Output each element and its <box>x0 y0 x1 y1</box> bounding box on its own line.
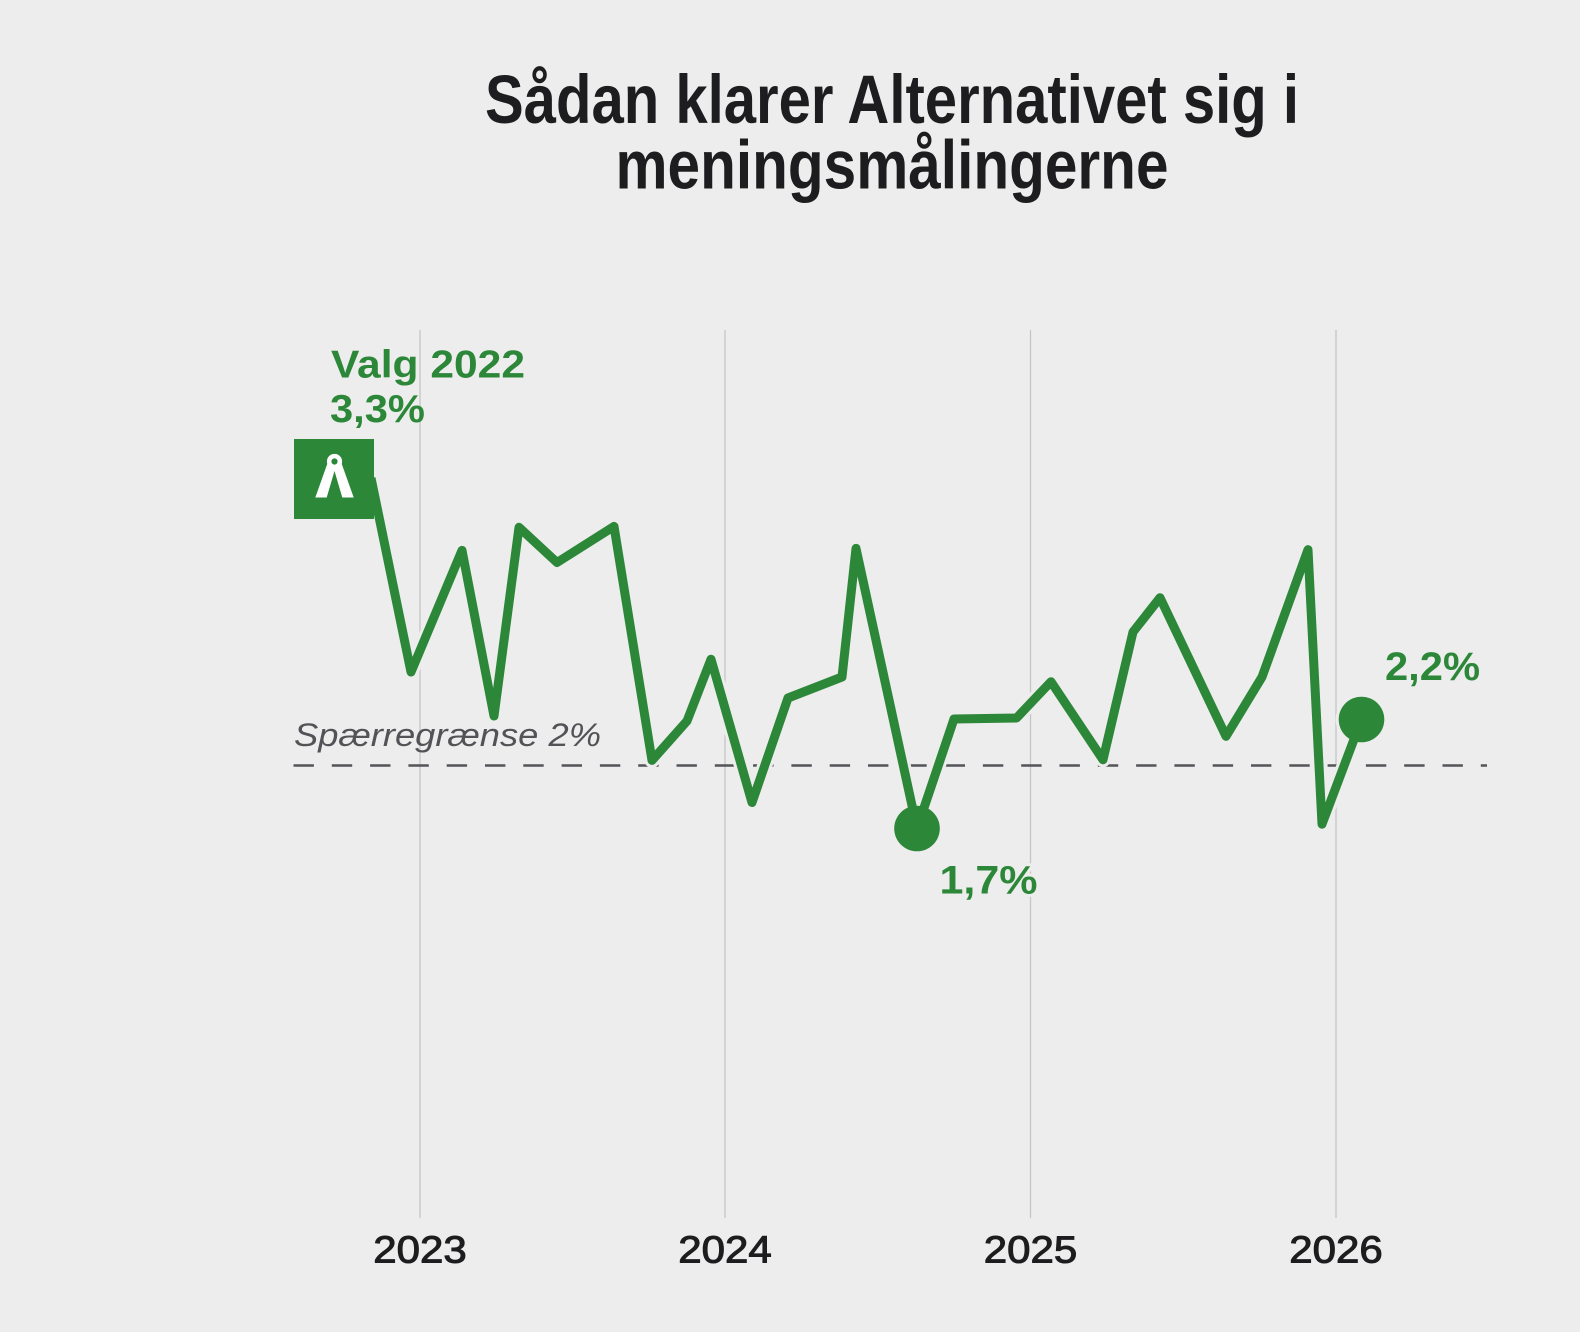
svg-text:2026: 2026 <box>1289 1230 1383 1272</box>
svg-text:2023: 2023 <box>373 1230 467 1272</box>
svg-text:Spærregrænse 2%: Spærregrænse 2% <box>294 717 601 753</box>
svg-text:2024: 2024 <box>678 1230 772 1272</box>
svg-text:Valg 2022: Valg 2022 <box>331 344 525 387</box>
svg-text:Sådan klarer Alternativet sig: Sådan klarer Alternativet sig i <box>485 61 1299 138</box>
svg-text:meningsmålingerne: meningsmålingerne <box>616 127 1169 204</box>
svg-text:2,2%: 2,2% <box>1385 645 1480 689</box>
svg-text:1,7%: 1,7% <box>940 859 1038 903</box>
svg-text:2025: 2025 <box>984 1230 1078 1272</box>
svg-text:3,3%: 3,3% <box>330 388 425 431</box>
